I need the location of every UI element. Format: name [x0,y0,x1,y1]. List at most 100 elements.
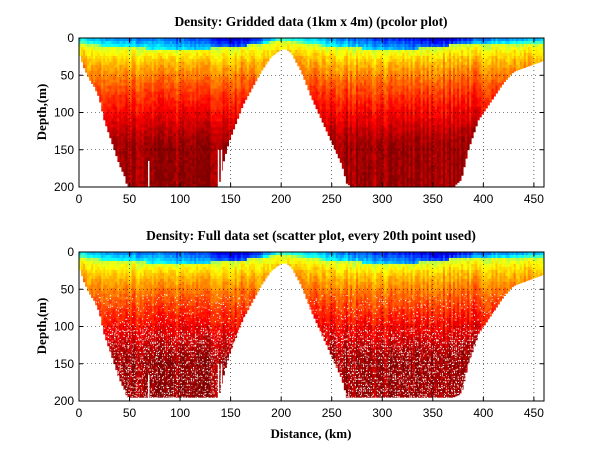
heatmap-cell [226,136,230,140]
heatmap-cell [325,43,329,48]
heatmap-cell [246,43,250,48]
heatmap-cell [358,97,361,101]
heatmap-cell [163,58,167,63]
heatmap-cell [216,130,219,134]
heatmap-cell [111,100,114,104]
heatmap-cell [370,55,373,60]
heatmap-cell [145,58,149,63]
heatmap-cell [331,76,335,81]
heatmap-cell [252,76,256,81]
heatmap-cell [240,85,244,90]
heatmap-cell [111,139,114,143]
heatmap-cell [192,157,195,161]
heatmap-cell [157,58,161,63]
heatmap-cell [178,61,181,66]
heatmap-cell [178,169,181,173]
heatmap-cell [236,55,240,60]
heatmap-cell [176,76,179,81]
heatmap-cell [172,97,175,101]
heatmap-cell [145,163,149,167]
heatmap-cell [321,121,325,123]
heatmap-cell [372,181,375,185]
heatmap-cell [141,49,145,54]
heatmap-cell [210,172,213,176]
heatmap-cell [353,106,357,110]
heatmap-cell [360,166,363,170]
heatmap-cell [360,106,363,110]
heatmap-cell [147,154,151,158]
heatmap-cell [267,55,270,60]
heatmap-cell [242,88,246,93]
heatmap-cell [204,130,207,134]
heatmap-cell [236,82,240,87]
heatmap-cell [190,157,193,161]
heatmap-cell [145,160,149,164]
heatmap-cell [172,46,175,51]
heatmap-cell [111,85,114,90]
heatmap-cell [123,160,126,164]
heatmap-cell [331,115,335,119]
heatmap-cell [358,121,361,125]
heatmap-cell [311,40,314,45]
heatmap-cell [329,58,333,63]
heatmap-cell [222,43,225,48]
heatmap-cell [196,109,199,113]
heatmap-cell [151,100,155,104]
heatmap-cell [121,67,124,72]
heatmap-cell [174,55,177,60]
heatmap-cell [315,67,318,72]
heatmap-cell [141,112,145,116]
heatmap-cell [333,109,337,113]
heatmap-cell [101,79,104,84]
heatmap-cell [172,40,175,45]
heatmap-cell [220,94,223,98]
heatmap-cell [178,100,181,104]
heatmap-cell [194,76,197,81]
heatmap-cell [93,73,96,78]
heatmap-cell [105,103,108,107]
heatmap-cell [176,109,179,113]
heatmap-cell [133,115,137,119]
heatmap-cell [180,91,183,96]
heatmap-cell [91,79,94,84]
heatmap-cell [99,97,102,101]
heatmap-cell [208,94,211,98]
heatmap-cell [321,70,325,75]
heatmap-cell [129,94,132,98]
heatmap-cell [109,43,112,48]
heatmap-cell [155,64,159,69]
heatmap-cell [117,112,120,116]
heatmap-cell [129,118,132,122]
heatmap-cell [117,115,120,119]
heatmap-cell [133,142,137,146]
heatmap-cell [244,76,248,81]
heatmap-cell [145,157,149,161]
heatmap-cell [188,136,191,140]
heatmap-cell [254,76,258,81]
heatmap-cell [87,52,90,57]
heatmap-cell [167,106,171,110]
heatmap-cell [149,46,153,51]
heatmap-cell [111,46,114,51]
heatmap-cell [103,109,106,113]
heatmap-cell [133,76,137,81]
heatmap-cell [143,58,147,63]
heatmap-cell [360,46,363,51]
heatmap-cell [196,127,199,131]
heatmap-cell [103,67,106,72]
heatmap-cell [301,67,304,72]
heatmap-cell [202,121,205,125]
heatmap-cell [93,46,96,51]
heatmap-cell [347,139,351,143]
heatmap-cell [343,46,347,51]
heatmap-cell [335,130,339,134]
heatmap-cell [165,46,169,51]
heatmap-cell [347,76,351,81]
heatmap-cell [368,163,371,167]
heatmap-cell [153,97,157,101]
heatmap-cell [374,133,377,137]
heatmap-cell [103,40,106,45]
heatmap-cell [163,67,167,72]
heatmap-cell [145,139,149,143]
heatmap-cell [315,73,318,78]
